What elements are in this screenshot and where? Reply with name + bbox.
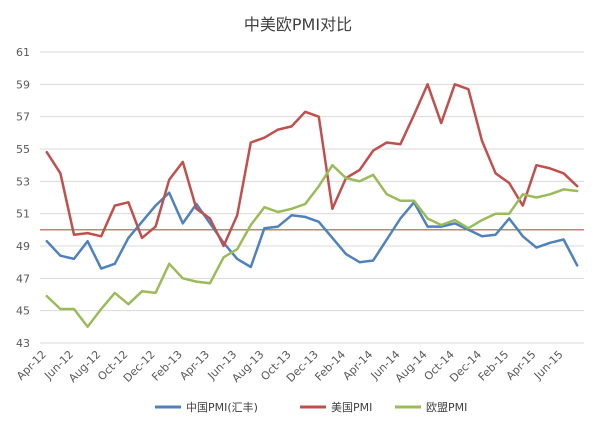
y-axis-tick-labels: 43 45 47 49 51 53 55 57 59 61 bbox=[16, 46, 30, 350]
legend-label-2: 欧盟PMI bbox=[426, 401, 467, 414]
legend-label-1: 美国PMI bbox=[331, 401, 372, 414]
y-tick-label: 59 bbox=[16, 78, 30, 91]
y-tick-label: 53 bbox=[16, 175, 30, 188]
legend: 中国PMI(汇丰) 美国PMI 欧盟PMI bbox=[155, 401, 467, 414]
y-tick-label: 49 bbox=[16, 240, 30, 253]
y-tick-label: 47 bbox=[16, 272, 30, 285]
series-line-1 bbox=[45, 83, 579, 248]
x-tick-label: Apr-13 bbox=[177, 348, 212, 383]
gridlines bbox=[40, 51, 584, 344]
x-tick-label: Feb-15 bbox=[476, 348, 512, 384]
y-tick-label: 57 bbox=[16, 111, 30, 124]
series-lines bbox=[45, 83, 579, 329]
x-tick-label: Feb-13 bbox=[149, 348, 185, 384]
chart-title: 中美欧PMI对比 bbox=[244, 15, 352, 34]
x-tick-label: Apr-12 bbox=[14, 348, 49, 383]
x-tick-label: Apr-15 bbox=[504, 348, 539, 383]
x-axis-tick-labels: Apr-12Jun-12Aug-12Oct-12Dec-12Feb-13Apr-… bbox=[14, 348, 566, 385]
x-tick-label: Apr-14 bbox=[340, 348, 375, 383]
legend-label-0: 中国PMI(汇丰) bbox=[186, 401, 258, 414]
y-tick-label: 45 bbox=[16, 305, 30, 318]
y-tick-label: 43 bbox=[16, 337, 30, 350]
series-line-2 bbox=[45, 163, 579, 329]
y-tick-label: 61 bbox=[16, 46, 30, 59]
x-tick-label: Feb-14 bbox=[312, 348, 348, 384]
x-tick-label: Jun-15 bbox=[531, 348, 566, 383]
y-tick-label: 55 bbox=[16, 143, 30, 156]
y-tick-label: 51 bbox=[16, 208, 30, 221]
series-line-0 bbox=[45, 191, 579, 270]
